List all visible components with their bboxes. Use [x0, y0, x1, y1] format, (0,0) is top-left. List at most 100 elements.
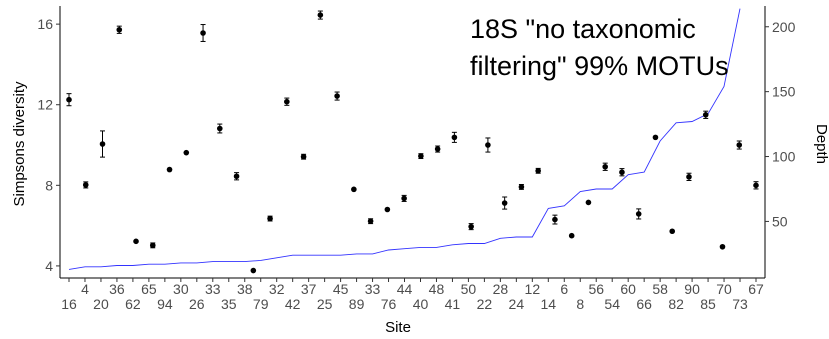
- data-point: [568, 232, 575, 239]
- data-point: [719, 243, 726, 250]
- y2-tick-label: 200: [772, 19, 796, 35]
- x-tick-label: 36: [109, 281, 125, 297]
- x-tick-label: 65: [141, 281, 157, 297]
- data-point: [351, 186, 357, 193]
- data-point: [166, 166, 173, 173]
- data-point: [149, 242, 156, 249]
- y-tick-label: 12: [37, 97, 53, 113]
- x-tick-label: 26: [189, 296, 205, 312]
- x-tick-label: 79: [253, 296, 269, 312]
- x-tick-label: 41: [445, 296, 461, 312]
- x-tick-label: 94: [157, 296, 173, 312]
- data-point: [233, 173, 240, 180]
- x-tick-label: 8: [576, 296, 584, 312]
- x-tick-label: 25: [317, 296, 333, 312]
- x-tick-label: 76: [381, 296, 397, 312]
- x-tick-label: 33: [205, 281, 221, 297]
- data-point: [753, 182, 759, 189]
- x-tick-label: 42: [285, 296, 301, 312]
- x-tick-label: 32: [269, 281, 285, 297]
- x-tick-label: 12: [525, 281, 541, 297]
- x-tick-label: 90: [684, 281, 700, 297]
- chart-title-line-1: 18S "no taxonomic: [470, 14, 696, 44]
- x-tick-label: 28: [493, 281, 509, 297]
- x-tick-label: 48: [429, 281, 445, 297]
- x-tick-label: 62: [125, 296, 141, 312]
- y-tick-label: 16: [37, 16, 53, 32]
- chart-title-line-2: filtering" 99% MOTUs: [470, 51, 729, 81]
- chart-axes: [56, 6, 769, 282]
- x-tick-label: 73: [732, 296, 748, 312]
- data-point: [535, 168, 541, 174]
- data-point: [485, 142, 491, 148]
- data-point: [736, 142, 743, 148]
- chart-marks: [66, 8, 759, 274]
- x-axis-title: Site: [385, 319, 411, 336]
- data-point: [183, 149, 190, 156]
- y-tick-label: 8: [45, 177, 53, 193]
- data-point: [217, 125, 223, 132]
- data-point: [552, 216, 558, 223]
- x-tick-label: 85: [700, 296, 716, 312]
- data-point: [501, 200, 508, 206]
- y2-tick-label: 100: [772, 149, 796, 165]
- data-point: [384, 206, 391, 213]
- x-tick-label: 45: [333, 281, 349, 297]
- x-tick-label: 56: [588, 281, 604, 297]
- y2-tick-label: 50: [772, 213, 788, 229]
- x-tick-label: 35: [221, 296, 237, 312]
- data-point: [300, 153, 307, 160]
- x-tick-label: 4: [81, 281, 89, 297]
- x-tick-label: 38: [237, 281, 253, 297]
- data-point: [200, 30, 206, 36]
- data-point: [284, 98, 290, 105]
- data-point: [317, 12, 324, 18]
- y2-tick-label: 150: [772, 84, 796, 100]
- x-tick-label: 6: [560, 281, 568, 297]
- depth-line: [68, 8, 741, 270]
- data-point: [585, 199, 592, 206]
- data-point: [619, 169, 625, 176]
- x-tick-label: 70: [716, 281, 732, 297]
- data-point: [652, 134, 659, 141]
- x-tick-label: 16: [61, 296, 77, 312]
- data-point: [702, 112, 709, 118]
- data-point: [602, 163, 608, 170]
- data-point: [99, 141, 106, 147]
- data-point: [401, 195, 407, 202]
- x-tick-label: 67: [748, 281, 764, 297]
- x-tick-label: 82: [668, 296, 684, 312]
- x-tick-label: 66: [636, 296, 652, 312]
- data-point: [250, 267, 257, 274]
- data-point: [669, 228, 676, 235]
- data-point: [334, 93, 340, 99]
- x-tick-label: 50: [461, 281, 477, 297]
- data-point: [686, 174, 692, 180]
- x-tick-label: 44: [397, 281, 413, 297]
- data-point: [451, 134, 458, 141]
- x-tick-label: 54: [604, 296, 620, 312]
- x-tick-label: 22: [477, 296, 493, 312]
- data-point: [267, 215, 273, 222]
- data-point: [434, 146, 441, 152]
- data-point: [82, 182, 89, 188]
- x-tick-label: 14: [541, 296, 557, 312]
- data-point: [635, 211, 642, 217]
- y-tick-label: 4: [45, 258, 53, 274]
- x-tick-label: 60: [620, 281, 636, 297]
- data-point: [66, 96, 72, 103]
- x-tick-label: 30: [173, 281, 189, 297]
- x-tick-label: 24: [509, 296, 525, 312]
- data-point: [518, 184, 525, 190]
- x-tick-label: 89: [349, 296, 365, 312]
- chart-labels: 4812165010015020016420366265943026333538…: [37, 16, 795, 312]
- x-tick-label: 37: [301, 281, 317, 297]
- data-point: [133, 238, 139, 245]
- y-axis-title: Simpsons diversity: [11, 81, 28, 207]
- x-tick-label: 40: [413, 296, 429, 312]
- data-point: [116, 26, 123, 33]
- x-tick-label: 58: [652, 281, 668, 297]
- y2-axis-title: Depth: [813, 124, 829, 164]
- data-point: [367, 218, 374, 224]
